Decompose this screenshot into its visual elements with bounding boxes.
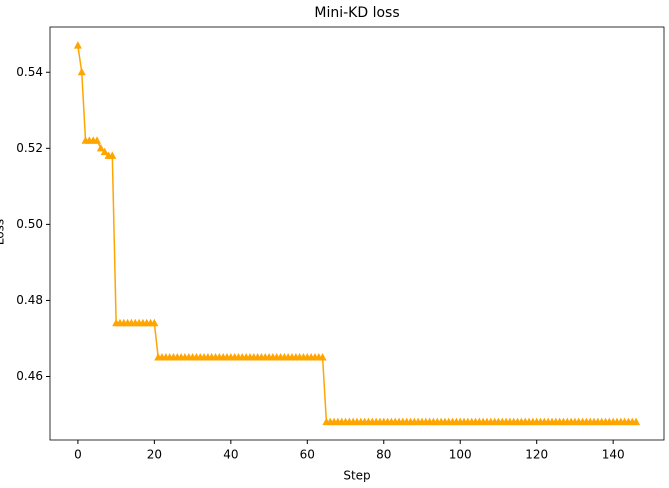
x-tick-label: 80 xyxy=(376,448,391,462)
plot-frame xyxy=(49,26,665,441)
y-tick-label: 0.52 xyxy=(16,141,43,155)
y-tick-label: 0.54 xyxy=(16,65,43,79)
x-tick-label: 40 xyxy=(223,448,238,462)
x-axis-label: Step xyxy=(343,469,370,483)
marker xyxy=(93,136,102,144)
y-axis-label: Loss xyxy=(0,219,7,245)
x-tick-label: 120 xyxy=(525,448,548,462)
marker xyxy=(318,352,327,361)
chart-title: Mini-KD loss xyxy=(314,5,399,21)
marker xyxy=(77,67,86,76)
x-tick-label: 0 xyxy=(74,448,82,462)
y-tick-label: 0.50 xyxy=(16,217,43,231)
marker xyxy=(100,147,109,156)
marker xyxy=(108,151,117,159)
marker xyxy=(96,143,105,152)
y-tick-label: 0.48 xyxy=(16,293,43,307)
marker xyxy=(73,41,82,49)
line xyxy=(77,45,637,423)
marker xyxy=(150,318,159,327)
y-tick-label: 0.46 xyxy=(16,369,43,383)
marker xyxy=(632,417,641,426)
x-tick-label: 60 xyxy=(300,448,315,462)
x-tick-label: 20 xyxy=(147,448,162,462)
x-tick-label: 100 xyxy=(449,448,472,462)
x-tick-label: 140 xyxy=(602,448,625,462)
